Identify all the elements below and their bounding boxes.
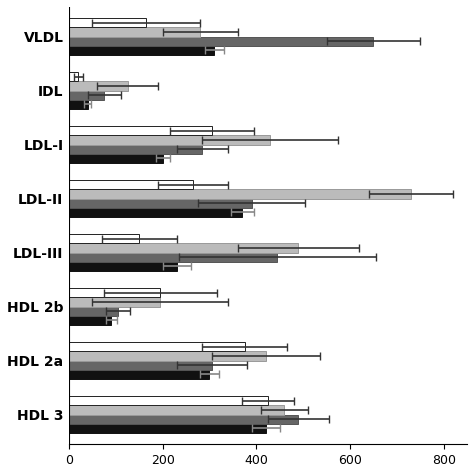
Bar [69,396,268,405]
Bar [69,244,299,253]
Bar [69,199,252,208]
Bar [69,18,146,27]
Bar [69,307,118,316]
Bar [69,27,200,36]
Bar [69,424,266,433]
Bar [69,145,202,154]
Bar [69,100,88,109]
Bar [69,351,266,361]
Bar [69,190,411,199]
Bar [69,154,163,163]
Bar [69,288,160,298]
Bar [69,342,245,351]
Bar [69,234,139,244]
Bar [69,316,111,325]
Bar [69,415,299,424]
Bar [69,36,374,46]
Bar [69,370,210,379]
Bar [69,180,193,190]
Bar [69,46,214,55]
Bar [69,262,177,271]
Bar [69,298,160,307]
Bar [69,72,78,82]
Bar [69,208,242,217]
Bar [69,91,104,100]
Bar [69,82,128,91]
Bar [69,253,277,262]
Bar [69,405,284,415]
Bar [69,126,212,136]
Bar [69,361,212,370]
Bar [69,136,270,145]
